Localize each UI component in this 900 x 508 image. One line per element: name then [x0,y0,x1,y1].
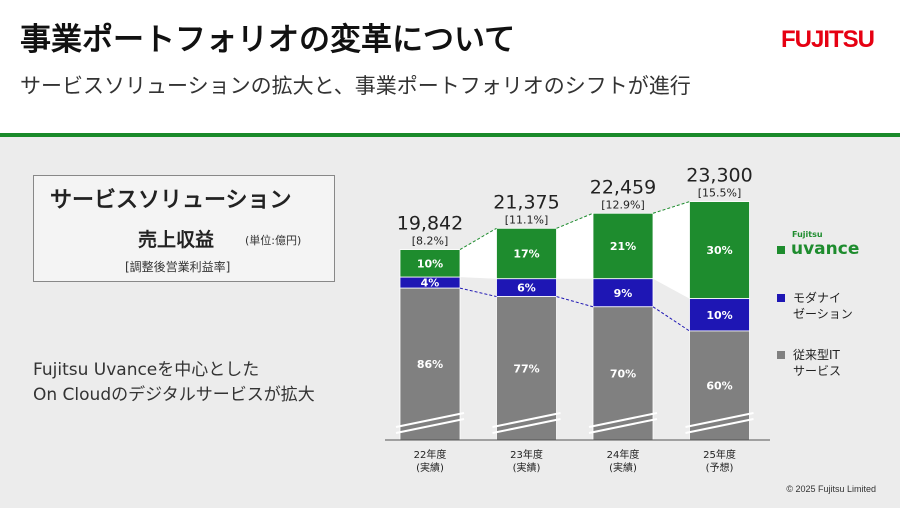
connector-area [653,201,690,299]
total-label: 21,375 [493,191,559,213]
bar-segment [399,287,461,441]
legend-swatch [777,246,785,254]
box [33,175,335,282]
break [685,418,754,434]
value-label: 77% [513,362,539,375]
box-title: サービスソリューション [50,188,292,213]
margin-label: [11.1%] [505,213,549,226]
title: 事業ポートフォリオの変革について [20,22,516,58]
value-label: 6% [517,282,536,295]
break [492,412,561,428]
value-label: 60% [706,379,732,392]
legend-label: uvance [791,239,860,259]
connector [459,227,497,251]
x-tick-label: 22年度 (実績) [413,450,447,474]
connector [652,306,690,332]
unit: (単位:億円) [245,234,302,247]
break [588,412,658,428]
value-label: 10% [417,257,443,270]
connector [459,287,497,298]
legend-label: モダナイ ゼーション [793,291,853,321]
copyright: © 2025 Fujitsu Limited [786,484,876,494]
value-label: 10% [706,309,732,322]
total-label: 19,842 [397,213,463,235]
margin-label: [8.2%] [412,235,449,248]
break [492,418,561,434]
x-tick-label: 25年度 (予想) [703,450,736,474]
value-label: 86% [417,358,443,371]
value-label: 70% [610,367,636,380]
margin-label: [15.5%] [698,187,742,200]
margin-note: [調整後営業利益率] [125,260,231,274]
value-label: 30% [706,244,732,257]
connector [652,201,690,214]
bar-segment [592,278,654,308]
bar-segment [592,306,654,441]
value-label: 4% [421,277,440,290]
margin-label: [12.9%] [601,198,645,211]
legend-swatch [777,294,785,302]
value-label: 9% [614,287,633,300]
break [395,412,465,428]
legend-swatch [777,351,785,359]
subtitle: サービスソリューションの拡大と、事業ポートフォリオのシフトが進行 [20,74,691,98]
note: Fujitsu Uvanceを中心とした On Cloudのデジタルサービスが拡… [33,360,315,405]
break [588,418,658,434]
value-label: 21% [610,240,636,253]
rule [0,133,900,137]
connector [556,296,594,308]
box-subtitle: 売上収益 [138,229,215,251]
break [395,418,465,434]
x-tick-label: 23年度 (実績) [510,450,543,474]
legend-label: 従来型IT サービス [793,348,842,378]
logo: FUJITSU [780,26,875,53]
total-label: 22,459 [590,176,656,198]
bar-segment [399,249,461,278]
connector-area [460,228,497,279]
connector [556,212,594,229]
bar-segment [689,298,750,332]
break [685,412,754,428]
legend-brand: Fujitsu [792,230,823,239]
value-label: 17% [513,248,539,261]
total-label: 23,300 [686,165,752,187]
connector-area [556,213,593,279]
bar-segment [592,212,654,280]
x-tick-label: 24年度 (実績) [606,450,640,474]
